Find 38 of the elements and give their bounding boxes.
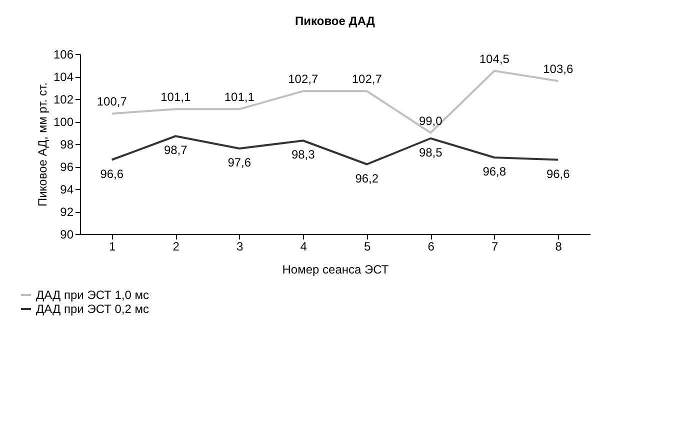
data-label: 99,0 <box>418 114 443 128</box>
data-label: 102,7 <box>352 72 382 86</box>
data-label: 98,5 <box>418 145 443 160</box>
legend-label: ДАД при ЭСТ 1,0 мс <box>36 288 150 302</box>
data-label: 98,3 <box>291 148 316 162</box>
data-label: 102,7 <box>288 72 318 86</box>
y-tick-label: 104 <box>53 70 74 84</box>
y-tick-label: 92 <box>60 205 74 219</box>
data-label: 97,6 <box>228 156 252 170</box>
x-tick-label: 4 <box>300 240 308 254</box>
chart-title: Пиковое ДАД <box>295 14 376 28</box>
y-tick-label: 90 <box>60 228 74 242</box>
x-tick-label: 7 <box>492 240 499 254</box>
data-label: 100,7 <box>96 94 128 109</box>
data-label: 96,8 <box>482 164 506 178</box>
data-label: 98,7 <box>164 143 188 158</box>
y-axis-title: Пиковое АД, мм рт. ст. <box>35 82 50 207</box>
y-tick-label: 102 <box>53 92 74 106</box>
x-tick-label: 2 <box>172 240 180 254</box>
x-tick-label: 6 <box>428 240 435 254</box>
x-tick-label: 5 <box>364 240 372 254</box>
y-tick-label: 98 <box>60 138 74 152</box>
y-tick-label: 94 <box>60 182 74 196</box>
legend-label: ДАД при ЭСТ 0,2 мс <box>36 302 150 316</box>
data-label: 96,2 <box>355 171 379 186</box>
data-label: 104,5 <box>479 52 510 66</box>
data-label: 96,6 <box>546 166 570 181</box>
y-tick-label: 100 <box>53 115 74 129</box>
x-tick-label: 1 <box>109 240 116 254</box>
x-axis-title: Номер сеанса ЭСТ <box>282 262 390 276</box>
data-label: 103,6 <box>543 62 574 76</box>
data-label: 96,6 <box>100 166 124 181</box>
data-label: 101,1 <box>224 90 255 104</box>
y-tick-label: 106 <box>53 48 74 62</box>
data-label: 101,1 <box>160 90 191 104</box>
x-tick-label: 8 <box>555 240 562 254</box>
y-tick-label: 96 <box>60 160 74 174</box>
x-tick-label: 3 <box>236 240 244 254</box>
